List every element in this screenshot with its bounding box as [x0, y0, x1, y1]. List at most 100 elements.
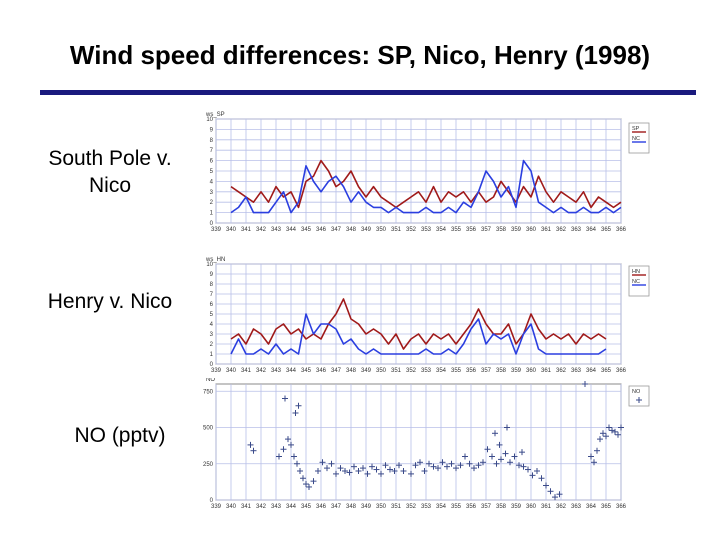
- x-tick-label: 356: [466, 504, 477, 510]
- y-tick-label: 1: [210, 352, 214, 358]
- x-tick-label: 366: [616, 504, 627, 510]
- x-tick-label: 347: [331, 368, 342, 374]
- x-tick-label: 342: [256, 227, 267, 233]
- y-tick-label: 8: [210, 138, 214, 144]
- data-point: [507, 459, 513, 466]
- x-tick-label: 364: [586, 227, 597, 233]
- x-tick-label: 351: [391, 504, 402, 510]
- legend-box: [628, 122, 650, 154]
- y-tick-label: 7: [210, 292, 214, 298]
- data-point: [364, 470, 371, 477]
- data-point: [297, 468, 303, 474]
- x-tick-label: 340: [226, 368, 237, 374]
- data-point: [351, 463, 357, 470]
- x-tick-label: 361: [541, 227, 552, 233]
- data-point: [520, 463, 527, 470]
- x-tick-label: 347: [331, 227, 342, 233]
- data-point: [504, 424, 510, 431]
- x-tick-label: 344: [286, 368, 297, 374]
- x-tick-label: 349: [361, 227, 372, 233]
- y-tick-label: 7: [210, 148, 214, 154]
- panel-label-hn-nico: Henry v. Nico: [47, 290, 173, 313]
- y-tick-label: 750: [203, 389, 214, 395]
- x-tick-label: 355: [451, 368, 462, 374]
- data-point: [378, 470, 384, 477]
- data-point: [382, 462, 389, 469]
- y-tick-label: 6: [210, 302, 214, 308]
- data-point: [519, 449, 525, 456]
- x-tick-label: 352: [406, 368, 417, 374]
- y-tick-label: 3: [210, 190, 214, 196]
- y-tick-label: 0: [210, 362, 214, 368]
- y-tick-label: 0: [210, 221, 214, 227]
- data-point: [295, 402, 302, 409]
- x-tick-label: 348: [346, 227, 357, 233]
- data-point: [435, 465, 441, 472]
- data-point: [421, 468, 428, 474]
- x-tick-label: 359: [511, 227, 522, 233]
- series-line-hn: [230, 298, 607, 350]
- y-tick-label: 500: [203, 426, 214, 432]
- data-point: [319, 459, 326, 466]
- x-tick-label: 353: [421, 227, 432, 233]
- y-tick-label: 6: [210, 159, 214, 165]
- x-tick-label: 354: [436, 368, 447, 374]
- x-tick-label: 348: [346, 368, 357, 374]
- x-tick-label: 339: [211, 227, 222, 233]
- panel-label-no: NO (pptv): [74, 424, 166, 447]
- data-point: [292, 410, 299, 416]
- data-point: [282, 395, 288, 402]
- x-tick-label: 343: [271, 227, 282, 233]
- data-point: [597, 436, 603, 443]
- data-point: [280, 446, 287, 453]
- data-point: [466, 460, 473, 467]
- x-tick-label: 363: [571, 504, 582, 510]
- data-point: [333, 470, 339, 477]
- x-tick-label: 360: [526, 368, 537, 374]
- x-tick-label: 339: [211, 368, 222, 374]
- x-tick-label: 363: [571, 368, 582, 374]
- y-tick-label: 5: [210, 312, 214, 318]
- data-point: [369, 463, 375, 470]
- x-tick-label: 361: [541, 504, 552, 510]
- data-point: [492, 430, 498, 437]
- data-point: [426, 460, 432, 467]
- data-point: [618, 424, 624, 431]
- x-tick-label: 361: [541, 368, 552, 374]
- data-point: [300, 475, 306, 482]
- data-point: [417, 459, 423, 466]
- x-tick-label: 362: [556, 368, 567, 374]
- x-tick-label: 363: [571, 227, 582, 233]
- x-tick-label: 353: [421, 368, 432, 374]
- data-point: [547, 488, 554, 495]
- legend-box: [628, 265, 650, 297]
- y-tick-label: 4: [210, 322, 214, 328]
- data-point: [439, 459, 446, 466]
- data-point: [582, 381, 588, 387]
- x-tick-label: 358: [496, 504, 507, 510]
- y-tick-label: 10: [206, 262, 213, 268]
- data-point: [502, 450, 509, 457]
- data-point: [315, 468, 321, 474]
- data-point: [594, 447, 600, 454]
- legend-label: NC: [632, 136, 640, 142]
- x-tick-label: 346: [316, 227, 327, 233]
- x-tick-label: 344: [286, 504, 297, 510]
- x-tick-label: 342: [256, 368, 267, 374]
- plot-frame: [215, 383, 622, 501]
- x-tick-label: 356: [466, 368, 477, 374]
- x-tick-label: 350: [376, 368, 387, 374]
- data-point: [534, 468, 540, 474]
- data-point: [529, 472, 536, 479]
- data-point: [310, 478, 317, 485]
- x-tick-label: 364: [586, 368, 597, 374]
- chart-title: ws_HN: [205, 257, 225, 263]
- data-point: [337, 465, 344, 472]
- x-tick-label: 354: [436, 504, 447, 510]
- data-point: [511, 453, 518, 460]
- data-point: [612, 428, 618, 435]
- data-point: [346, 469, 353, 476]
- legend-label: NO: [632, 389, 641, 395]
- data-point: [600, 430, 606, 437]
